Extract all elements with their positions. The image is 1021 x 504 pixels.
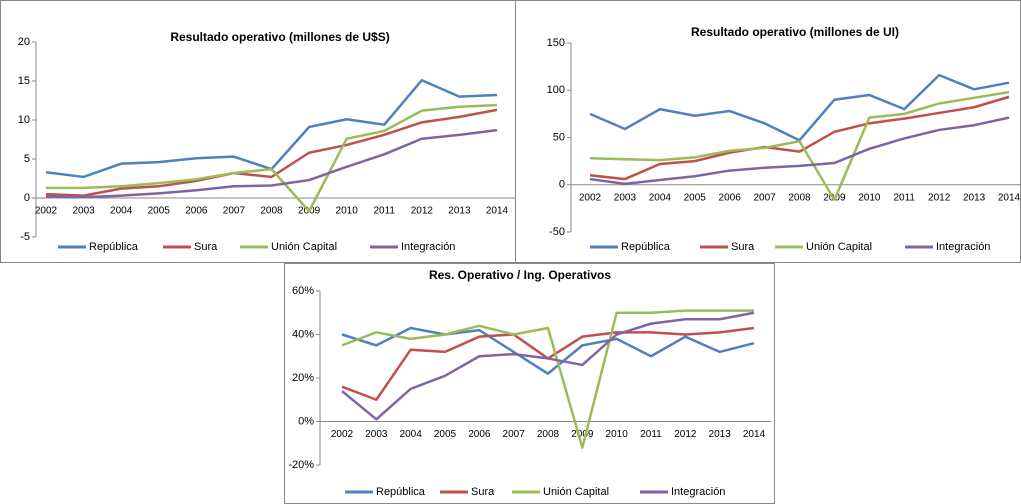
x-tick-label: 2012 [411,206,434,217]
legend-label: Integración [671,486,725,498]
y-tick-label: -5 [20,231,30,243]
x-tick-label: 2003 [365,429,388,440]
series-line [45,108,498,197]
y-tick-label: 100 [547,84,565,96]
y-tick-label: 40% [292,328,314,340]
x-tick-label: 2008 [788,192,811,203]
x-tick-label: 2002 [331,429,354,440]
legend-label: Sura [194,241,218,253]
y-tick-label: -20% [288,459,314,471]
chart-title: Resultado operativo (millones de UI) [691,25,899,39]
x-tick-label: 2014 [998,192,1021,203]
x-tick-label: 2011 [640,429,662,440]
y-tick-label: 20 [18,36,30,48]
x-tick-label: 2003 [72,206,95,217]
x-tick-label: 2012 [674,429,697,440]
legend-label: República [89,241,139,253]
series-line [589,90,1010,202]
x-tick-label: 2008 [537,429,560,440]
legend-label: Unión Capital [271,241,337,253]
y-tick-label: 10 [18,114,30,126]
series-line [589,116,1010,186]
x-tick-label: 2004 [110,206,133,217]
x-tick-label: 2005 [434,429,457,440]
chart-frame [515,0,1021,263]
x-tick-label: 2006 [185,206,208,217]
x-tick-label: 2002 [579,192,602,203]
x-tick-label: 2003 [614,192,637,203]
chart-title: Resultado operativo (millones de U$S) [170,30,389,44]
x-tick-label: 2004 [649,192,672,203]
legend-label: Unión Capital [806,241,872,253]
x-tick-label: 2013 [963,192,986,203]
y-tick-label: -50 [549,226,565,238]
x-tick-label: 2010 [606,429,629,440]
legend-label: Integración [401,241,455,253]
legend-label: Unión Capital [543,486,609,498]
y-tick-label: 15 [18,75,30,87]
x-tick-label: 2011 [373,206,395,217]
legend-label: República [376,486,426,498]
y-tick-label: 5 [24,153,30,165]
legend-label: Sura [471,486,495,498]
x-tick-label: 2014 [743,429,766,440]
legend-label: República [621,241,671,253]
x-tick-label: 2002 [35,206,58,217]
x-tick-label: 2011 [893,192,915,203]
y-tick-label: 0 [24,192,30,204]
x-tick-label: 2013 [709,429,732,440]
y-tick-label: 0 [559,179,565,191]
series-line [341,309,754,449]
x-tick-label: 2009 [571,429,594,440]
series-line [589,95,1010,181]
legend-label: Sura [731,241,755,253]
x-tick-label: 2007 [223,206,246,217]
x-tick-label: 2012 [928,192,951,203]
x-tick-label: 2006 [719,192,742,203]
chart-title: Res. Operativo / Ing. Operativos [429,268,611,282]
x-tick-label: 2005 [684,192,707,203]
x-tick-label: 2007 [753,192,776,203]
x-tick-label: 2010 [336,206,359,217]
series-line [341,311,755,421]
series-line [46,103,498,213]
y-tick-label: 0% [298,415,314,427]
x-tick-label: 2006 [468,429,491,440]
x-tick-label: 2010 [858,192,881,203]
chart-frame [0,0,516,263]
series-line [45,128,498,199]
y-tick-label: 50 [553,131,565,143]
series-line [341,326,755,375]
x-tick-label: 2013 [448,206,471,217]
x-tick-label: 2005 [148,206,171,217]
y-tick-label: 60% [292,285,314,297]
x-tick-label: 2008 [260,206,283,217]
y-tick-label: 150 [547,37,565,49]
legend-label: Integración [936,241,990,253]
x-tick-label: 2014 [486,206,509,217]
chart-frame [284,263,775,504]
x-tick-label: 2004 [400,429,423,440]
x-tick-label: 2007 [503,429,526,440]
y-tick-label: 20% [292,372,314,384]
